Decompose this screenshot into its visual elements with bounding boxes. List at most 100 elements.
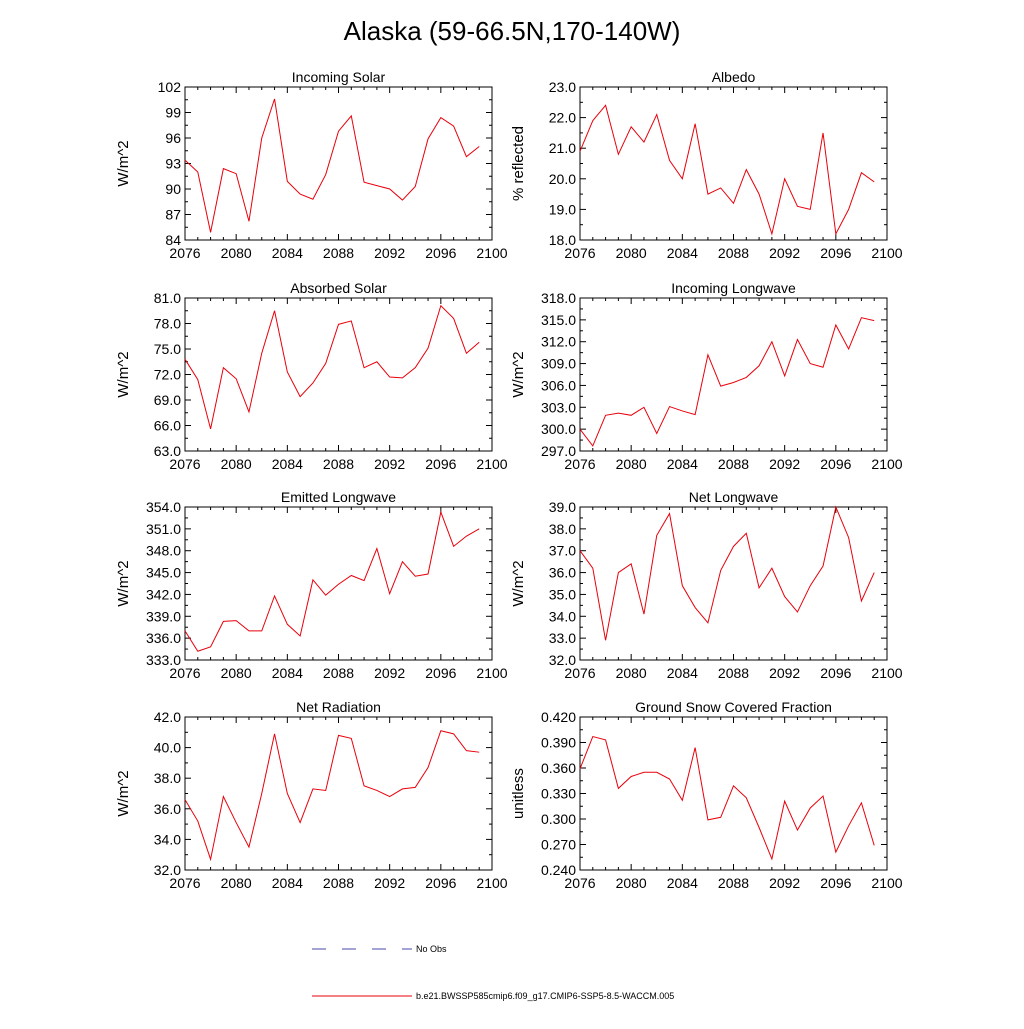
panel-ground-snow-covered-fraction-ylabel: unitless [510, 768, 527, 819]
panel-net-radiation-xtick-label: 2092 [374, 875, 405, 891]
panel-net-radiation-frame [184, 716, 493, 871]
panel-ground-snow-covered-fraction-ytick-label: 0.270 [541, 837, 576, 853]
panel-albedo-ytick-label: 19.0 [549, 201, 576, 217]
panel-albedo-xtick-label: 2096 [820, 245, 851, 261]
panel-emitted-longwave-xtick-label: 2092 [374, 665, 405, 681]
panel-ground-snow-covered-fraction-xtick-label: 2088 [718, 875, 749, 891]
panel-incoming-longwave-ytick-label: 315.0 [541, 312, 576, 328]
panel-absorbed-solar-ytick-label: 69.0 [154, 392, 181, 408]
panel-absorbed-solar-ylabel: W/m^2 [115, 351, 132, 397]
panel-incoming-solar-ytick-label: 102 [158, 79, 182, 95]
panel-incoming-longwave-xtick-label: 2088 [718, 456, 749, 472]
panel-incoming-longwave-frame [579, 297, 888, 452]
panel-albedo-ylabel: % reflected [510, 126, 527, 201]
panel-emitted-longwave-ytick-label: 336.0 [146, 630, 181, 646]
panel-net-radiation-series-line [184, 730, 480, 862]
panel-net-radiation-xtick-label: 2080 [221, 875, 252, 891]
panel-ground-snow-covered-fraction: Ground Snow Covered Fraction unitless 2076… [510, 699, 903, 891]
panel-emitted-longwave-ytick-label: 351.0 [146, 521, 181, 537]
panel-albedo-series-line [579, 104, 875, 236]
panel-albedo-xtick-label: 2092 [769, 245, 800, 261]
panel-incoming-longwave: Incoming Longwave W/m^2 2076 2080 2084 2088 20… [510, 280, 903, 472]
panel-net-radiation-ytick-label: 32.0 [154, 862, 181, 878]
panel-net-longwave-xtick-label: 2100 [871, 665, 902, 681]
panel-net-longwave-xtick-label: 2096 [820, 665, 851, 681]
panel-absorbed-solar-ytick-label: 81.0 [154, 290, 181, 306]
panel-net-longwave-ytick-label: 32.0 [549, 652, 576, 668]
panel-incoming-longwave-ytick-label: 312.0 [541, 334, 576, 350]
panels-group: Incoming Solar W/m^2 2076 2080 2084 2088 2092 2… [115, 69, 903, 891]
panel-ground-snow-covered-fraction-ytick-label: 0.390 [541, 735, 576, 751]
panel-ground-snow-covered-fraction-xtick-label: 2080 [616, 875, 647, 891]
panel-incoming-longwave-series-line [579, 317, 875, 447]
panel-incoming-longwave-ylabel: W/m^2 [510, 351, 527, 397]
panel-incoming-solar-ylabel: W/m^2 [115, 140, 132, 186]
panel-emitted-longwave-series-line [184, 510, 480, 652]
panel-albedo-ytick-label: 20.0 [549, 171, 576, 187]
panel-albedo-xtick-label: 2084 [667, 245, 698, 261]
panel-net-longwave-frame [579, 506, 888, 661]
panel-ground-snow-covered-fraction-xtick-label: 2092 [769, 875, 800, 891]
panel-net-longwave-ytick-label: 34.0 [549, 608, 576, 624]
panel-incoming-solar-ytick-label: 84 [165, 232, 181, 248]
panel-incoming-longwave-xtick-label: 2100 [871, 456, 902, 472]
panel-net-longwave-xtick-label: 2080 [616, 665, 647, 681]
panel-emitted-longwave: Emitted Longwave W/m^2 2076 2080 2084 2088 209… [115, 489, 508, 681]
panel-net-radiation-xtick-label: 2096 [425, 875, 456, 891]
panel-incoming-longwave-xtick-label: 2096 [820, 456, 851, 472]
panel-net-radiation-ytick-label: 34.0 [154, 831, 181, 847]
panel-emitted-longwave-xtick-label: 2076 [169, 665, 200, 681]
panel-emitted-longwave-title: Emitted Longwave [281, 489, 396, 505]
panel-absorbed-solar-xtick-label: 2076 [169, 456, 200, 472]
legend: No Obs b.e21.BWSSP585cmip6.f09_g17.CMIP6… [312, 944, 674, 1001]
panel-albedo-xtick-label: 2088 [718, 245, 749, 261]
panel-ground-snow-covered-fraction-ytick-label: 0.240 [541, 862, 576, 878]
panel-ground-snow-covered-fraction-ytick-label: 0.360 [541, 760, 576, 776]
panel-absorbed-solar-ytick-label: 75.0 [154, 341, 181, 357]
panel-ground-snow-covered-fraction-ytick-label: 0.300 [541, 811, 576, 827]
panel-albedo-xtick-label: 2076 [564, 245, 595, 261]
panel-emitted-longwave-ytick-label: 345.0 [146, 565, 181, 581]
panel-incoming-longwave-ytick-label: 300.0 [541, 421, 576, 437]
panel-net-radiation-xtick-label: 2088 [323, 875, 354, 891]
panel-net-longwave-title: Net Longwave [689, 489, 779, 505]
panel-net-longwave-ytick-label: 35.0 [549, 586, 576, 602]
panel-incoming-longwave-xtick-label: 2080 [616, 456, 647, 472]
panel-absorbed-solar-xtick-label: 2092 [374, 456, 405, 472]
panel-ground-snow-covered-fraction-series-line [579, 735, 875, 861]
panel-incoming-solar-xtick-label: 2096 [425, 245, 456, 261]
panel-incoming-solar-xtick-label: 2080 [221, 245, 252, 261]
panel-albedo-title: Albedo [712, 69, 756, 85]
panel-emitted-longwave-frame [184, 506, 493, 661]
panel-albedo-ytick-label: 23.0 [549, 79, 576, 95]
figure-title: Alaska (59-66.5N,170-140W) [344, 16, 681, 46]
panel-net-longwave-ytick-label: 37.0 [549, 543, 576, 559]
panel-incoming-longwave-ytick-label: 297.0 [541, 443, 576, 459]
panel-absorbed-solar-xtick-label: 2088 [323, 456, 354, 472]
panel-emitted-longwave-xtick-label: 2080 [221, 665, 252, 681]
panel-incoming-longwave-ytick-label: 303.0 [541, 399, 576, 415]
panel-incoming-longwave-title: Incoming Longwave [671, 280, 796, 296]
panel-emitted-longwave-ytick-label: 354.0 [146, 499, 181, 515]
panel-incoming-solar-title: Incoming Solar [292, 69, 386, 85]
panel-ground-snow-covered-fraction-frame [579, 716, 888, 871]
panel-incoming-solar-ytick-label: 93 [165, 156, 181, 172]
panel-emitted-longwave-ytick-label: 348.0 [146, 543, 181, 559]
panel-net-radiation-xtick-label: 2100 [476, 875, 507, 891]
panel-albedo-ytick-label: 18.0 [549, 232, 576, 248]
panel-ground-snow-covered-fraction-xtick-label: 2096 [820, 875, 851, 891]
panel-ground-snow-covered-fraction-ytick-label: 0.330 [541, 786, 576, 802]
panel-net-radiation-ytick-label: 40.0 [154, 740, 181, 756]
panel-net-radiation-title: Net Radiation [296, 699, 381, 715]
panel-net-longwave-xtick-label: 2076 [564, 665, 595, 681]
panel-emitted-longwave-xtick-label: 2084 [272, 665, 303, 681]
panel-ground-snow-covered-fraction-xtick-label: 2100 [871, 875, 902, 891]
panel-emitted-longwave-ytick-label: 342.0 [146, 586, 181, 602]
panel-incoming-solar-ytick-label: 96 [165, 130, 181, 146]
panel-incoming-longwave-ytick-label: 318.0 [541, 290, 576, 306]
panel-incoming-solar-xtick-label: 2100 [476, 245, 507, 261]
panel-absorbed-solar-ytick-label: 72.0 [154, 367, 181, 383]
panel-net-longwave-xtick-label: 2088 [718, 665, 749, 681]
legend-obs-label: No Obs [416, 944, 447, 954]
